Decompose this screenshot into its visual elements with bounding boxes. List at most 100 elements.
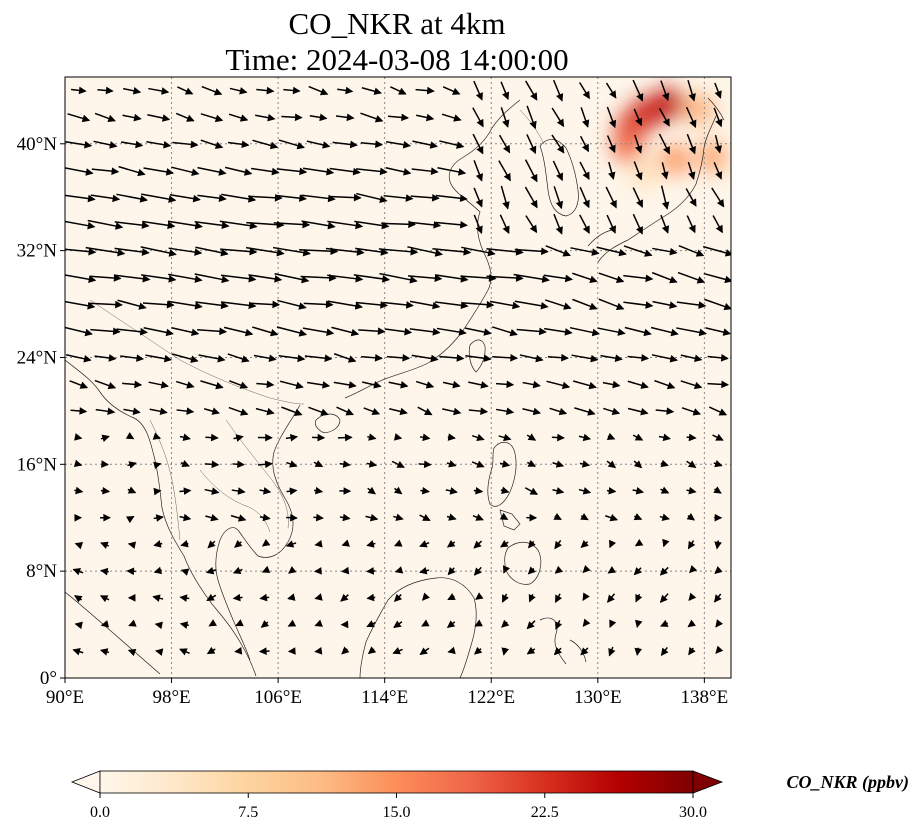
wind-vector-415 bbox=[472, 513, 484, 521]
wind-vector-520 bbox=[609, 619, 617, 628]
wind-vector-99 bbox=[713, 162, 723, 180]
wind-vector-146 bbox=[632, 213, 643, 235]
wind-vector-381 bbox=[231, 487, 246, 495]
wind-vector-200 bbox=[65, 300, 96, 310]
wind-vector-15 bbox=[473, 80, 483, 101]
wind-vector-382 bbox=[259, 487, 272, 495]
wind-vector-178 bbox=[141, 274, 177, 283]
wind-vector-515 bbox=[474, 619, 483, 627]
wind-vector-242 bbox=[516, 327, 547, 336]
wind-vector-114 bbox=[435, 194, 468, 202]
wind-vector-224 bbox=[704, 298, 731, 311]
wind-vector-239 bbox=[436, 327, 467, 336]
wind-vector-423 bbox=[686, 513, 696, 521]
wind-vector-40 bbox=[472, 107, 484, 128]
wind-vector-186 bbox=[353, 274, 391, 283]
wind-vector-429 bbox=[180, 540, 189, 548]
wind-vector-129 bbox=[167, 220, 203, 230]
wind-vector-95 bbox=[608, 161, 616, 180]
wind-vector-111 bbox=[356, 192, 388, 204]
wind-vector-531 bbox=[234, 647, 243, 655]
wind-vector-156 bbox=[220, 247, 258, 256]
wind-vector-167 bbox=[514, 247, 549, 256]
wind-vector-116 bbox=[500, 185, 510, 210]
colorbar-tick-label-4: 30.0 bbox=[679, 804, 707, 821]
coastline-taiwan bbox=[468, 339, 486, 373]
wind-vector-358 bbox=[286, 460, 298, 468]
wind-vector-383 bbox=[286, 487, 298, 495]
wind-vector-345 bbox=[606, 432, 616, 440]
wind-vector-376 bbox=[100, 486, 111, 495]
wind-vector-442 bbox=[527, 540, 536, 549]
wind-vector-3 bbox=[148, 87, 170, 95]
wind-vector-217 bbox=[514, 300, 549, 310]
wind-vector-104 bbox=[169, 194, 201, 203]
wind-vector-333 bbox=[285, 433, 299, 442]
wind-vector-481 bbox=[232, 593, 243, 602]
wind-vector-179 bbox=[168, 273, 203, 283]
wind-vector-308 bbox=[281, 406, 303, 416]
x-tick-label-6: 138°E bbox=[681, 687, 729, 708]
wind-vector-496 bbox=[635, 593, 643, 603]
wind-vector-397 bbox=[660, 486, 670, 494]
wind-vector-384 bbox=[314, 486, 324, 495]
wind-vector-278 bbox=[148, 381, 169, 389]
wind-vector-316 bbox=[495, 407, 515, 415]
wind-vector-152 bbox=[114, 247, 150, 256]
wind-vector-461 bbox=[366, 567, 376, 575]
wind-vector-303 bbox=[149, 407, 168, 416]
wind-vector-318 bbox=[549, 407, 568, 416]
wind-vector-470 bbox=[607, 566, 616, 574]
wind-vector-394 bbox=[578, 487, 592, 495]
wind-vector-404 bbox=[179, 513, 192, 522]
wind-vector-522 bbox=[660, 619, 669, 627]
wind-vector-36 bbox=[360, 112, 384, 123]
wind-vector-18 bbox=[552, 79, 564, 102]
wind-vector-436 bbox=[366, 540, 376, 548]
wind-vector-398 bbox=[686, 486, 697, 495]
wind-vector-147 bbox=[660, 214, 670, 234]
wind-vector-329 bbox=[179, 433, 191, 441]
wind-vector-163 bbox=[407, 246, 443, 257]
wind-vector-235 bbox=[331, 326, 360, 337]
colorbar-tick-label-3: 22.5 bbox=[531, 804, 559, 821]
wind-vector-362 bbox=[391, 460, 405, 468]
wind-vector-430 bbox=[207, 540, 216, 549]
wind-vector-537 bbox=[392, 647, 403, 655]
wind-vector-54 bbox=[172, 140, 199, 149]
wind-vector-485 bbox=[340, 593, 349, 602]
wind-vector-187 bbox=[379, 272, 418, 284]
border-china-south bbox=[89, 299, 305, 405]
wind-vector-17 bbox=[525, 80, 538, 101]
coastline-hainan bbox=[314, 413, 341, 433]
wind-vector-446 bbox=[634, 538, 644, 547]
wind-vector-451 bbox=[100, 567, 109, 576]
wind-vector-253 bbox=[145, 354, 173, 363]
wind-vector-122 bbox=[660, 185, 670, 210]
wind-vector-252 bbox=[120, 354, 145, 362]
wind-vector-475 bbox=[74, 595, 83, 603]
wind-vector-437 bbox=[394, 539, 403, 547]
wind-vector-548 bbox=[688, 646, 696, 656]
wind-vector-220 bbox=[598, 298, 625, 311]
plume-cell-6 bbox=[696, 141, 729, 174]
wind-vector-4 bbox=[177, 86, 194, 95]
wind-vector-236 bbox=[358, 327, 386, 335]
wind-vector-125 bbox=[65, 220, 96, 230]
wind-vector-459 bbox=[313, 567, 322, 575]
coastline-myanmar bbox=[65, 359, 185, 557]
y-tick-label-5: 40°N bbox=[17, 134, 58, 155]
wind-vector-77 bbox=[118, 165, 146, 177]
wind-vector-335 bbox=[337, 433, 353, 442]
wind-vector-112 bbox=[383, 194, 414, 202]
wind-vector-155 bbox=[195, 246, 229, 257]
y-tick-label-0: 0° bbox=[40, 668, 57, 689]
wind-vector-119 bbox=[579, 186, 590, 209]
wind-vector-319 bbox=[574, 407, 596, 416]
wind-vector-380 bbox=[204, 487, 220, 495]
wind-vector-529 bbox=[179, 648, 190, 656]
wind-vector-387 bbox=[394, 486, 403, 495]
wind-vector-205 bbox=[195, 301, 229, 310]
wind-vector-479 bbox=[179, 594, 190, 602]
wind-vector-403 bbox=[153, 514, 164, 522]
